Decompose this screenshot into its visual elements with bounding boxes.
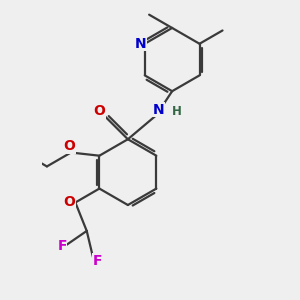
Text: N: N <box>134 37 146 51</box>
Text: F: F <box>57 239 67 253</box>
Text: N: N <box>153 103 165 116</box>
Text: F: F <box>93 254 102 268</box>
Text: O: O <box>63 196 75 209</box>
Text: H: H <box>172 105 182 118</box>
Text: O: O <box>63 139 75 153</box>
Text: O: O <box>94 104 105 118</box>
